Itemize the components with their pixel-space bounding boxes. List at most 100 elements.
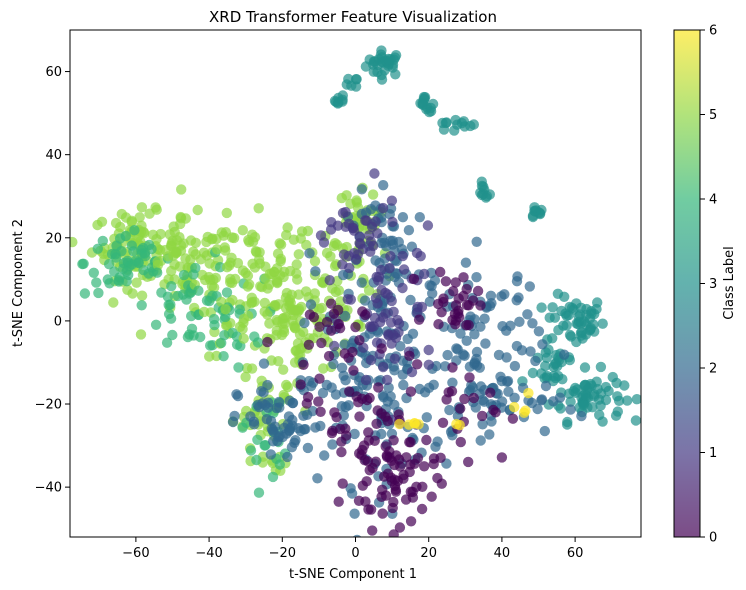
data-point — [561, 310, 572, 321]
data-point — [233, 362, 244, 373]
data-point — [325, 298, 337, 309]
data-point — [565, 404, 576, 415]
data-point — [341, 79, 352, 90]
data-point — [126, 216, 137, 228]
data-point — [450, 319, 461, 330]
data-point — [393, 327, 404, 338]
data-point — [231, 339, 243, 350]
data-point — [459, 393, 470, 405]
data-point — [93, 287, 104, 299]
data-point — [342, 294, 353, 305]
data-point — [253, 487, 265, 498]
data-point — [547, 333, 558, 344]
data-point — [565, 396, 576, 407]
colorbar-ticks: 0 1 2 3 4 5 6 — [700, 24, 717, 546]
data-point — [123, 269, 134, 281]
data-point — [317, 387, 329, 399]
data-point — [537, 339, 548, 350]
data-point — [433, 298, 444, 310]
data-point — [287, 420, 298, 431]
data-point — [520, 405, 531, 416]
data-point — [302, 391, 314, 403]
data-point — [389, 365, 400, 376]
data-point — [328, 358, 339, 370]
data-point — [460, 257, 472, 268]
data-point — [421, 412, 432, 423]
data-point — [329, 407, 340, 418]
data-point — [345, 198, 356, 209]
data-point — [461, 283, 472, 295]
data-point — [549, 312, 561, 323]
data-point — [412, 452, 424, 464]
x-axis-label: t-SNE Component 1 — [289, 567, 417, 582]
data-point — [155, 228, 166, 240]
data-point — [356, 277, 367, 288]
data-point — [459, 350, 470, 361]
data-point — [525, 346, 536, 357]
data-point — [314, 373, 325, 384]
data-point — [380, 287, 391, 299]
data-point — [360, 215, 371, 226]
data-point — [259, 297, 270, 309]
data-point — [298, 359, 309, 370]
data-point — [413, 314, 425, 325]
data-point — [171, 235, 183, 246]
data-point — [349, 428, 360, 440]
data-point — [326, 382, 337, 393]
data-point — [397, 212, 409, 223]
data-point — [176, 184, 187, 195]
data-point — [630, 415, 641, 426]
data-point — [172, 290, 184, 302]
data-point — [384, 209, 395, 220]
data-point — [108, 297, 119, 308]
data-point — [389, 474, 400, 485]
data-point — [424, 296, 435, 307]
data-point — [376, 343, 387, 354]
data-point — [597, 318, 608, 329]
data-point — [385, 251, 396, 262]
data-point — [352, 534, 362, 537]
data-point — [474, 362, 485, 373]
data-point — [165, 299, 176, 310]
data-point — [484, 429, 495, 440]
data-point — [350, 321, 361, 333]
data-point — [450, 300, 462, 311]
data-point — [471, 236, 482, 247]
data-point — [310, 266, 321, 277]
data-point — [444, 404, 455, 416]
data-point — [390, 484, 401, 495]
data-point — [536, 302, 547, 313]
data-point — [264, 318, 275, 329]
data-point — [366, 321, 377, 333]
data-point — [421, 434, 432, 446]
data-point — [368, 66, 379, 77]
data-point — [259, 440, 270, 451]
data-point — [205, 340, 216, 351]
data-point — [150, 319, 162, 330]
data-point — [594, 409, 605, 421]
data-point — [484, 300, 496, 312]
data-point — [326, 325, 337, 336]
data-point — [295, 379, 306, 390]
data-point — [180, 253, 191, 264]
data-point — [447, 377, 458, 388]
data-point — [327, 439, 338, 450]
data-point — [249, 262, 261, 273]
data-point — [415, 251, 426, 262]
data-point — [178, 269, 190, 281]
colorbar-tick-label: 1 — [709, 446, 717, 461]
data-point — [416, 503, 428, 515]
data-point — [377, 202, 389, 214]
data-point — [548, 396, 559, 407]
data-point — [265, 449, 276, 460]
data-point — [387, 235, 398, 246]
data-point — [377, 508, 388, 519]
data-point — [252, 434, 263, 445]
data-point — [102, 274, 114, 285]
data-point — [302, 225, 314, 237]
data-point — [344, 386, 355, 397]
x-tick-label: 0 — [351, 546, 359, 561]
data-point — [308, 311, 319, 323]
data-point — [562, 419, 573, 430]
